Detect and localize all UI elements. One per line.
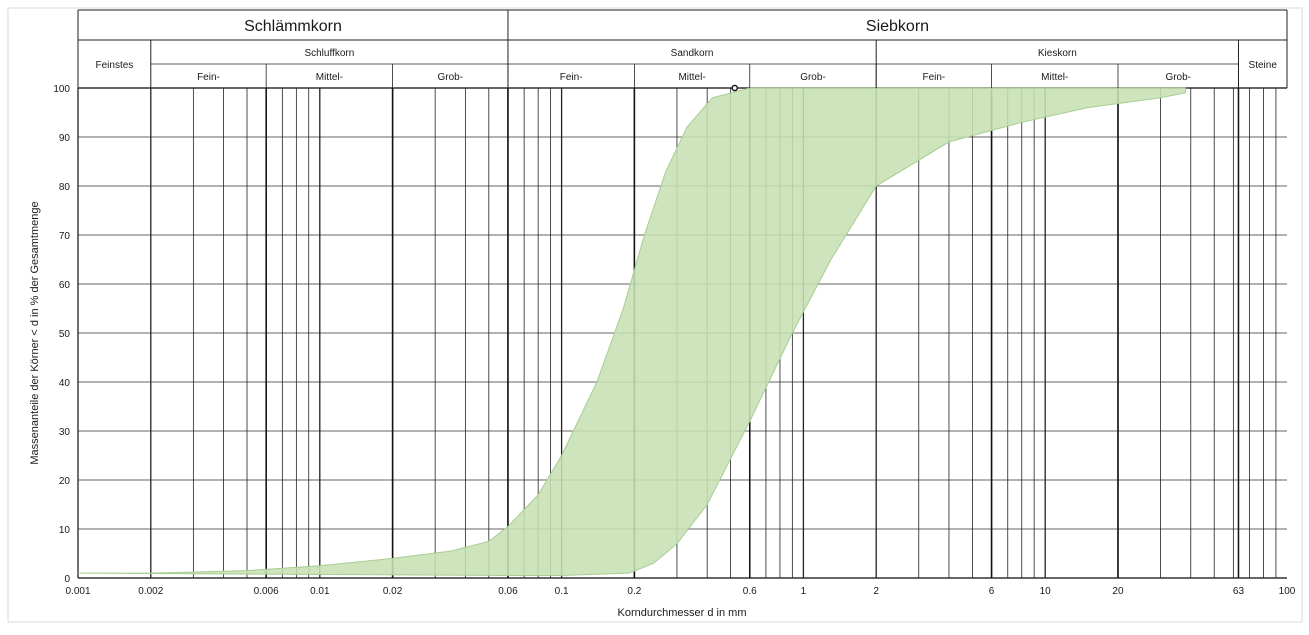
x-tick-label: 0.1 [555, 586, 569, 597]
x-tick-label: 1 [801, 586, 807, 597]
header-sub-label: Fein- [922, 72, 945, 83]
grading-envelope-band [77, 87, 1186, 576]
header-sub-label: Mittel- [1041, 72, 1068, 83]
header-sub-label: Mittel- [316, 72, 343, 83]
y-axis-label: Massenanteile der Körner < d in % der Ge… [29, 201, 41, 464]
header-group-label: Schluffkorn [304, 48, 354, 59]
header-sub-label: Grob- [1165, 72, 1191, 83]
band-layer [77, 84, 1186, 576]
x-tick-label: 0.2 [627, 586, 641, 597]
axes: 0.001 0.002 0.006 0.01 0.02 0.06 0.1 0.2 0.6 1 2 6 1… [53, 84, 1295, 597]
point-marker [731, 84, 739, 92]
x-tick-label: 2 [873, 586, 879, 597]
header-top-label: Siebkorn [866, 18, 929, 35]
y-tick-label: 60 [59, 280, 71, 291]
x-tick-label: 0.01 [310, 586, 330, 597]
header-sub-label: Fein- [197, 72, 220, 83]
y-tick-label: 100 [53, 84, 70, 95]
y-tick-label: 80 [59, 182, 71, 193]
x-tick-label: 0.02 [383, 586, 403, 597]
header-sub-label: Mittel- [678, 72, 705, 83]
y-tick-label: 40 [59, 378, 71, 389]
header-table: Schlämmkorn Siebkorn Feinstes Schluffkorn Sa… [77, 9, 1288, 88]
y-tick-label: 10 [59, 525, 71, 536]
x-tick-label: 20 [1112, 586, 1124, 597]
x-tick-label: 0.006 [254, 586, 279, 597]
y-tick-label: 30 [59, 427, 71, 438]
header-top-label: Schlämmkorn [244, 18, 342, 35]
x-tick-label: 100 [1279, 586, 1296, 597]
x-tick-label: 0.6 [743, 586, 757, 597]
y-tick-label: 20 [59, 476, 71, 487]
x-tick-label: 63 [1233, 586, 1245, 597]
header-group-label: Feinstes [95, 60, 133, 71]
y-tick-label: 50 [59, 329, 71, 340]
header-sub-label: Grob- [437, 72, 463, 83]
y-tick-label: 70 [59, 231, 71, 242]
header-group-label: Kieskorn [1038, 48, 1077, 59]
x-tick-label: 0.001 [65, 586, 90, 597]
header-group-label: Sandkorn [671, 48, 714, 59]
y-tick-label: 0 [64, 574, 70, 585]
x-tick-label: 10 [1040, 586, 1052, 597]
x-axis-label: Korndurchmesser d in mm [618, 607, 747, 619]
x-tick-label: 6 [989, 586, 995, 597]
x-tick-label: 0.002 [138, 586, 163, 597]
header-sub-label: Grob- [800, 72, 826, 83]
x-tick-label: 0.06 [498, 586, 518, 597]
header-sub-label: Fein- [560, 72, 583, 83]
header-group-label: Steine [1249, 60, 1278, 71]
y-tick-label: 90 [59, 133, 71, 144]
